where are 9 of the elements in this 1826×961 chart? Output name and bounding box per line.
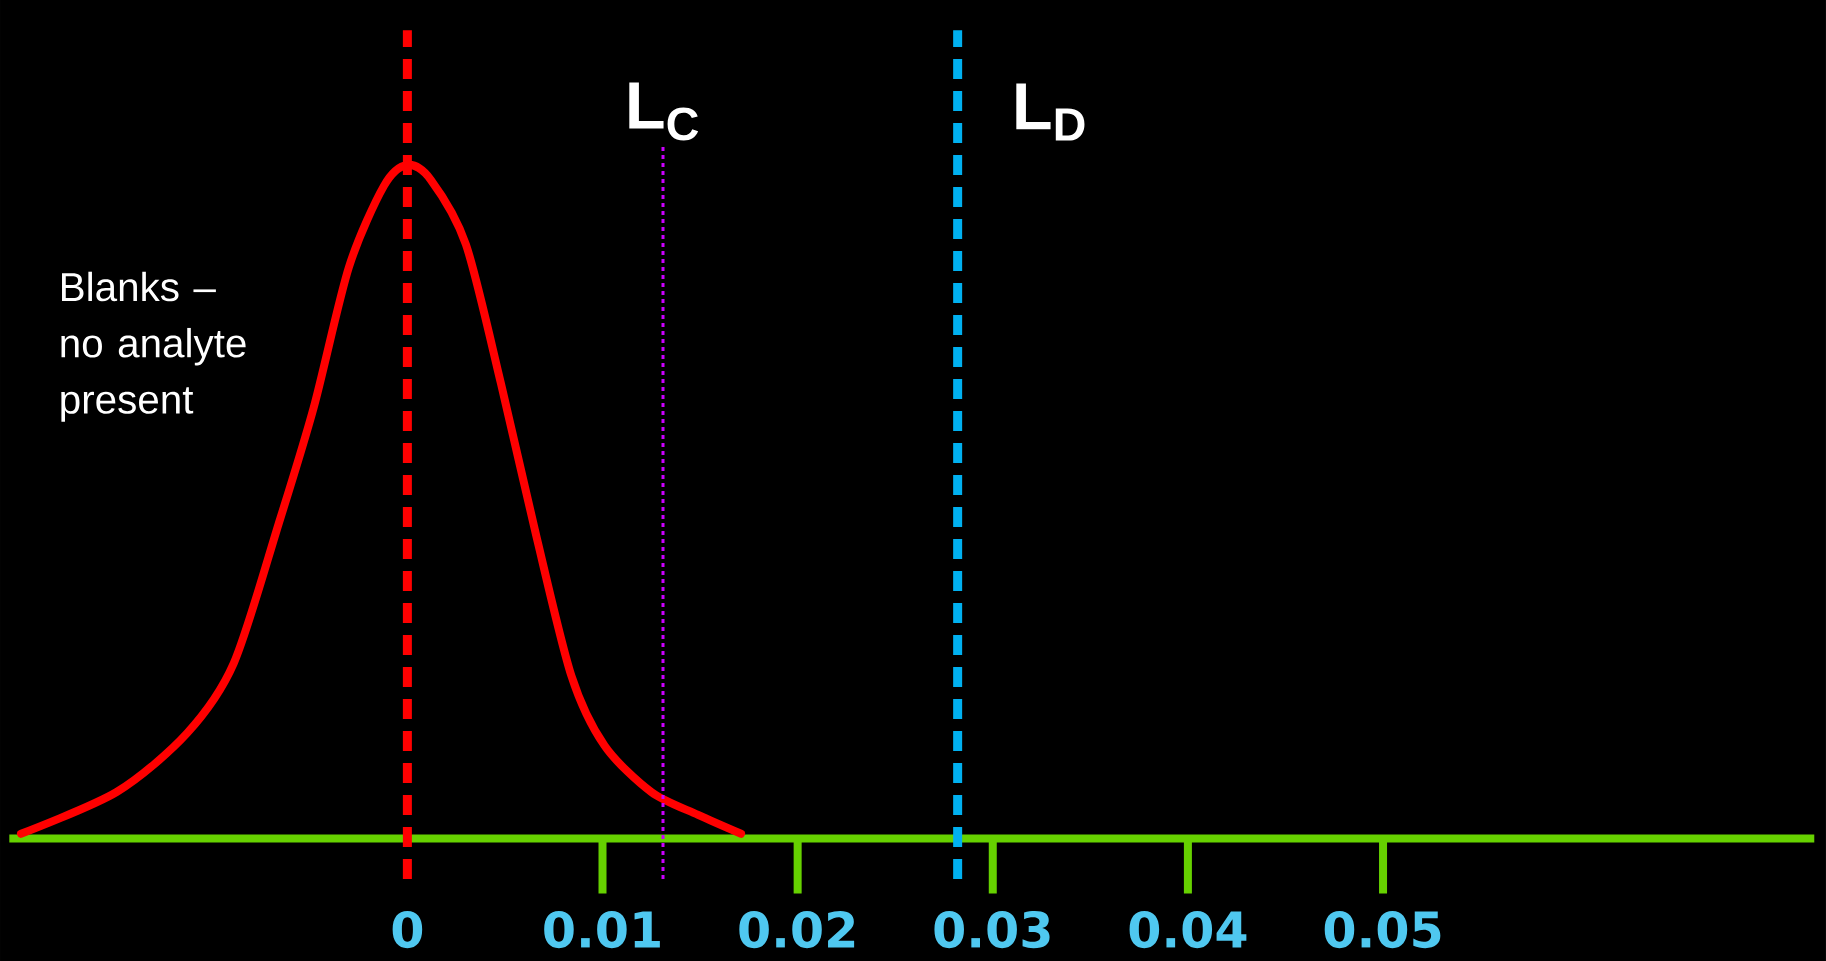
x-tick-label: 0.03	[934, 910, 1050, 949]
x-tick-label: 0	[392, 910, 423, 949]
x-tick-label: 0.04	[1129, 910, 1247, 949]
ref-line-label: L$_{C}$	[629, 82, 699, 141]
x-tick-label: 0.01	[544, 910, 660, 949]
annotation: Blanks – no analyte present	[61, 271, 246, 422]
ref-line-label: L$_{D}$	[1016, 83, 1085, 141]
x-tick-label: 0.05	[1324, 910, 1441, 949]
x-tick-label: 0.02	[739, 910, 855, 949]
